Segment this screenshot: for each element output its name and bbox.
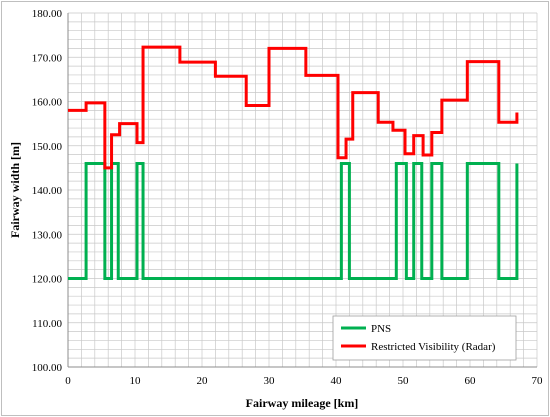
y-tick-label: 110.00 — [32, 318, 62, 330]
x-tick-label: 10 — [130, 375, 142, 387]
x-tick-label: 0 — [65, 375, 71, 387]
gridlines — [67, 12, 538, 368]
y-tick-label: 100.00 — [32, 362, 63, 374]
data-series — [68, 45, 519, 280]
y-tick-labels: 100.00 110.00 120.00 130.00 140.00 150.00 160.… — [32, 8, 63, 374]
y-tick-label: 170.00 — [32, 52, 63, 64]
y-tick-label: 130.00 — [32, 229, 63, 241]
x-tick-label: 50 — [398, 375, 410, 387]
x-axis-title: Fairway mileage [km] — [246, 396, 359, 410]
series-line-pns — [68, 161, 519, 280]
y-axis-title: Fairway width [m] — [8, 142, 22, 238]
series-line-radar — [68, 45, 519, 170]
x-tick-label: 60 — [465, 375, 477, 387]
x-tick-label: 30 — [264, 375, 276, 387]
x-tick-label: 20 — [197, 375, 209, 387]
x-tick-label: 70 — [532, 375, 544, 387]
y-tick-label: 120.00 — [32, 274, 63, 286]
legend: PNS Restricted Visibility (Radar) — [332, 315, 517, 361]
legend-label-radar: Restricted Visibility (Radar) — [371, 341, 496, 353]
y-tick-label: 150.00 — [32, 141, 63, 153]
legend-box — [332, 315, 517, 361]
legend-label-pns: PNS — [371, 323, 391, 335]
y-tick-label: 160.00 — [32, 97, 63, 109]
y-tick-label: 180.00 — [32, 8, 63, 20]
x-tick-labels: 0 10 20 30 40 50 60 70 — [65, 375, 543, 387]
x-tick-label: 40 — [331, 375, 343, 387]
y-tick-label: 140.00 — [32, 185, 63, 197]
